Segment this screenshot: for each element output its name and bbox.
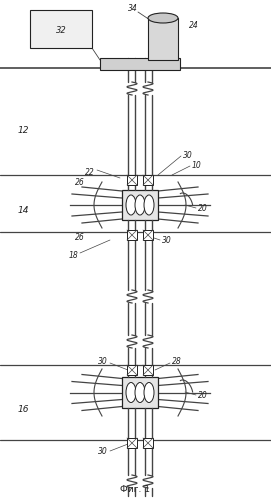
Text: 24: 24: [189, 20, 199, 29]
Text: 22: 22: [85, 168, 95, 177]
Bar: [122, 377, 158, 408]
Text: 14: 14: [18, 206, 30, 215]
Bar: [127, 365, 137, 375]
Text: 10: 10: [192, 161, 202, 170]
Text: 30: 30: [183, 151, 193, 160]
Text: 18: 18: [68, 250, 78, 259]
Bar: [30, 10, 92, 48]
Text: 34: 34: [128, 3, 138, 12]
Bar: [143, 438, 153, 448]
Text: 16: 16: [18, 406, 30, 415]
Ellipse shape: [144, 195, 154, 215]
Ellipse shape: [135, 195, 145, 215]
Bar: [127, 230, 137, 240]
Text: 26: 26: [75, 233, 85, 242]
Text: 30: 30: [98, 448, 108, 457]
Bar: [100, 58, 180, 70]
Text: Фиг. 1: Фиг. 1: [120, 486, 150, 495]
Text: 30: 30: [162, 236, 172, 245]
Text: 20: 20: [198, 204, 208, 213]
Text: 28: 28: [172, 357, 182, 366]
Text: 26: 26: [75, 178, 85, 187]
Ellipse shape: [148, 13, 178, 23]
Bar: [143, 230, 153, 240]
Ellipse shape: [126, 383, 136, 403]
Text: 20: 20: [198, 391, 208, 400]
Bar: [122, 190, 158, 220]
Text: 32: 32: [56, 25, 66, 34]
Bar: [143, 175, 153, 185]
Ellipse shape: [135, 383, 145, 403]
Bar: [127, 175, 137, 185]
Ellipse shape: [126, 195, 136, 215]
Ellipse shape: [144, 383, 154, 403]
Bar: [127, 438, 137, 448]
Bar: [143, 365, 153, 375]
Text: 12: 12: [18, 126, 30, 135]
Bar: [148, 18, 178, 60]
Text: 30: 30: [98, 357, 108, 366]
